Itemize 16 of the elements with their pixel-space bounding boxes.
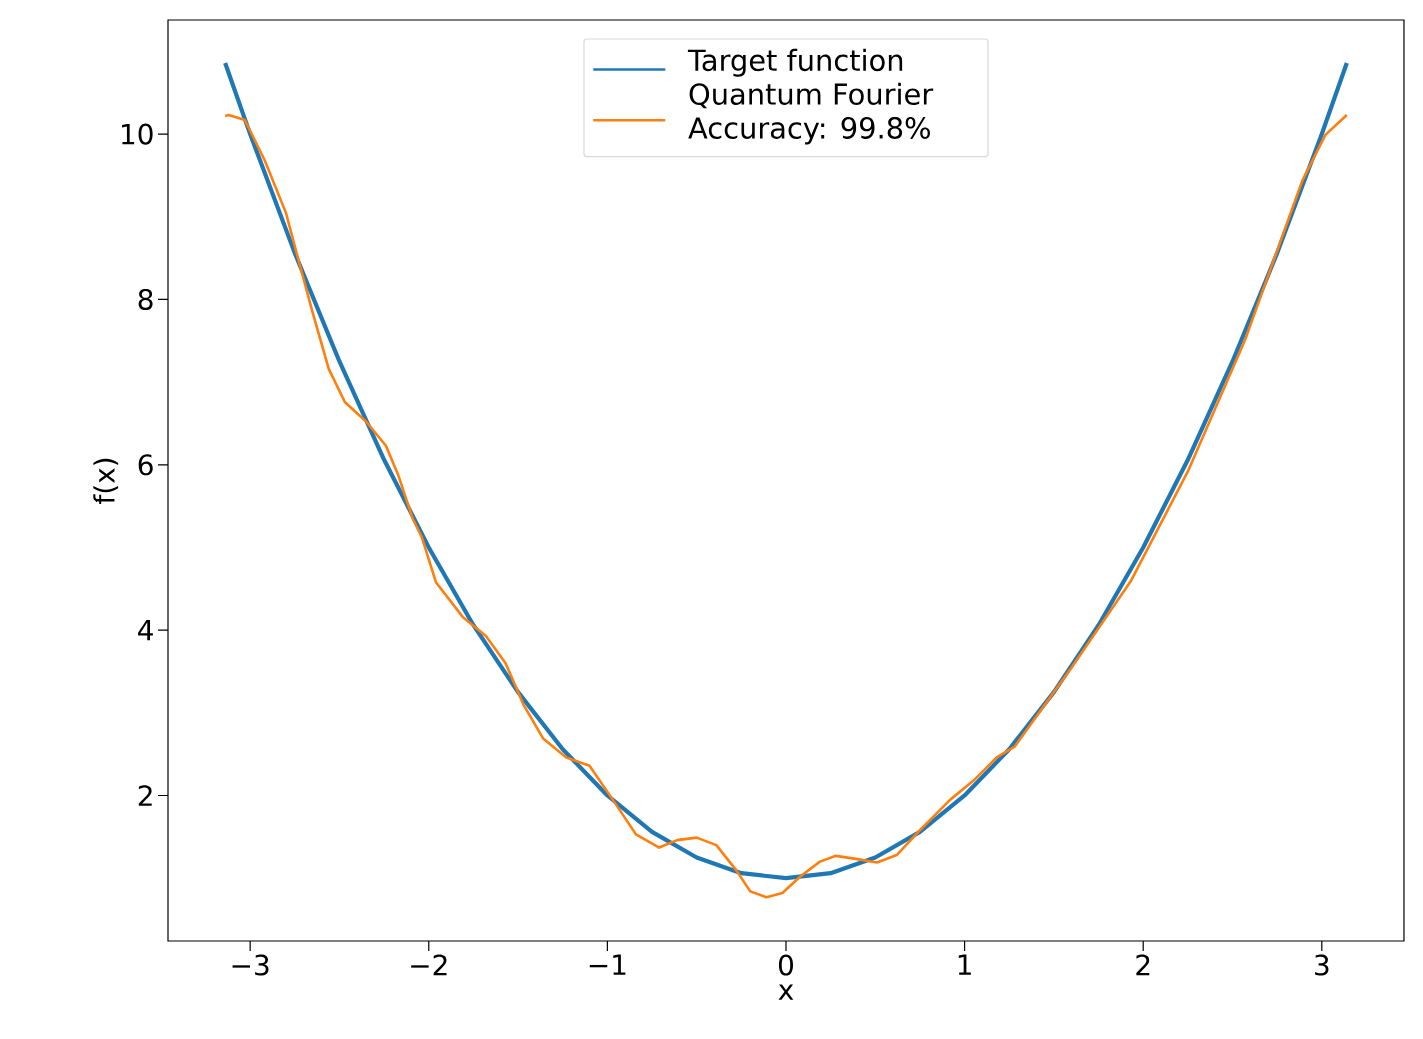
x-tick-label: 0 [778, 954, 793, 976]
x-tick-label: −3 [232, 954, 269, 976]
x-tick-label: 3 [1315, 954, 1329, 976]
x-tick-label: 2 [1136, 954, 1150, 976]
x-axis-title: x [778, 984, 794, 1000]
y-tick-label: 4 [138, 619, 153, 641]
x-tick-label: −2 [411, 954, 447, 976]
x-tick-label: 1 [958, 954, 971, 975]
y-tick-label: 8 [138, 288, 153, 310]
y-tick-label: 10 [122, 123, 153, 145]
x-tick-label: −1 [589, 954, 626, 975]
legend-label: Target function [687, 48, 903, 77]
y-axis-title: f(x) [93, 458, 119, 504]
y-tick-label: 6 [138, 454, 153, 476]
legend-label: Quantum Fourier Accuracy: 99.8% [688, 82, 934, 145]
y-tick-label: 2 [138, 785, 152, 806]
